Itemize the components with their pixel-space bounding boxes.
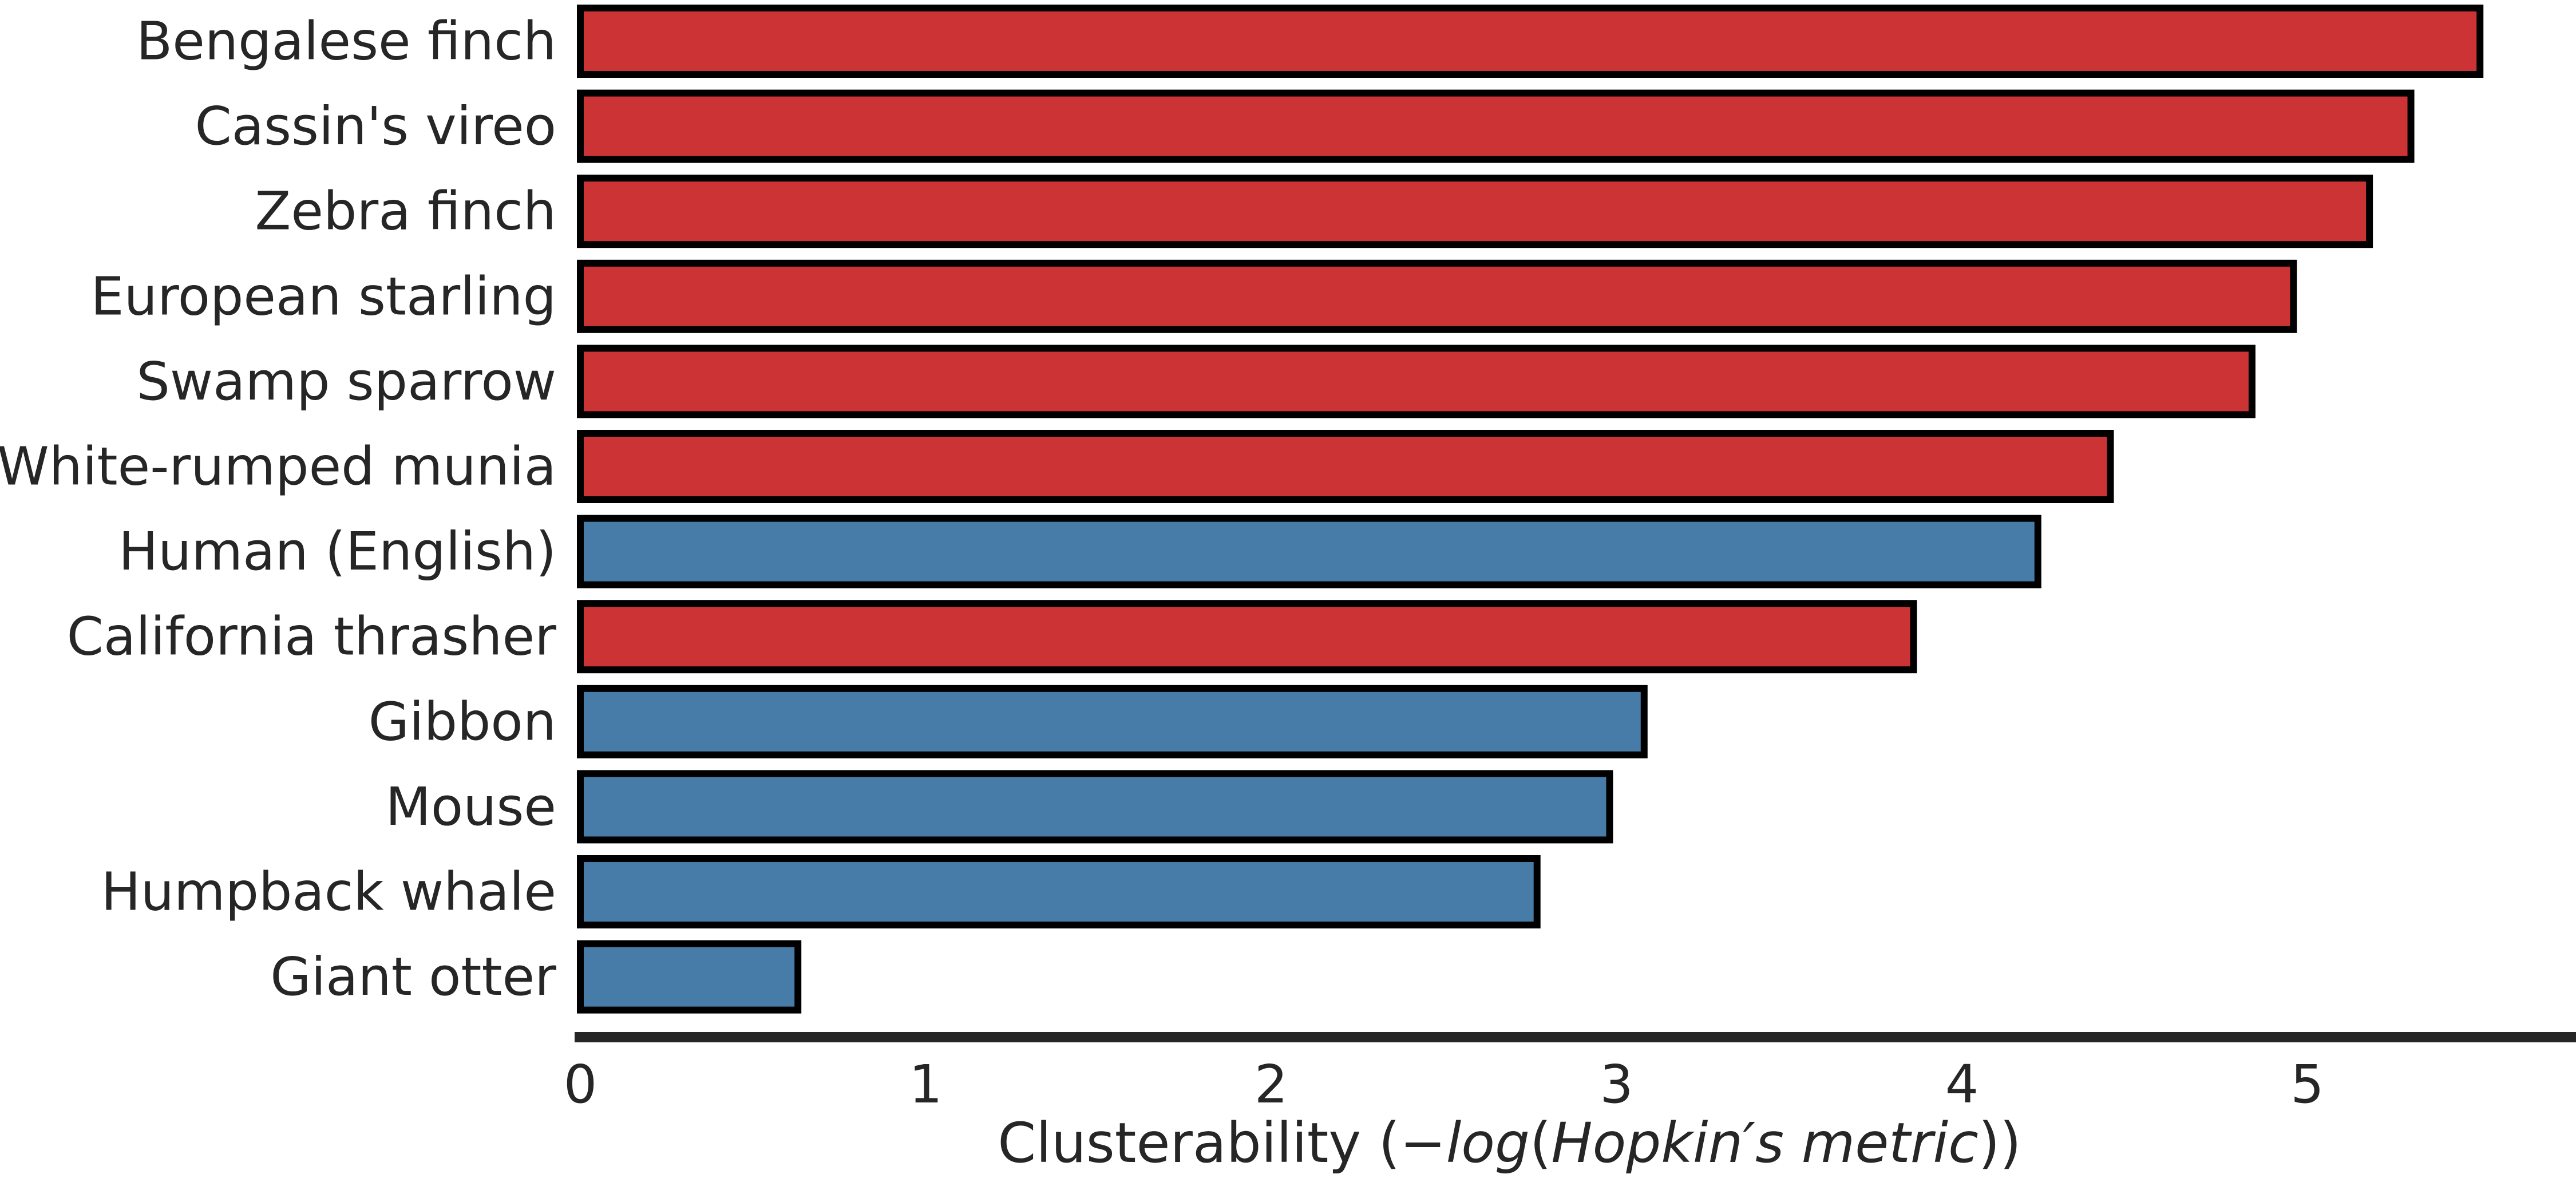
bar-mouse — [577, 770, 1613, 844]
x-tick-label: 0 — [564, 1054, 597, 1115]
bar-white-rumped-munia — [577, 430, 2114, 503]
category-label: Mouse — [385, 776, 556, 837]
category-label: Zebra finch — [255, 181, 556, 242]
category-label: Giant otter — [270, 946, 556, 1007]
category-labels-group: Bengalese finch Cassin's vireo Zebra finch… — [0, 11, 556, 1008]
category-label: California thrasher — [67, 606, 557, 667]
category-label: Cassin's vireo — [195, 96, 556, 157]
category-label: Gibbon — [369, 691, 556, 752]
category-label: European starling — [91, 266, 557, 327]
bar-zebra-finch — [577, 175, 2373, 248]
category-label: Bengalese finch — [136, 11, 556, 72]
x-tick-label: 3 — [1600, 1054, 1633, 1115]
category-label: Human (English) — [118, 521, 556, 582]
x-tick-label: 5 — [2290, 1054, 2324, 1115]
category-label: Humpback whale — [101, 861, 556, 923]
bar-swamp-sparrow — [577, 345, 2256, 418]
bar-gibbon — [577, 685, 1648, 758]
x-tick-label: 2 — [1255, 1054, 1288, 1115]
category-label: White-rumped munia — [0, 436, 556, 497]
x-axis-title-part: Clusterability (− — [998, 1111, 1446, 1175]
bar-humpback-whale — [577, 855, 1541, 928]
bar-bengalese-finch — [577, 5, 2484, 78]
category-label: Swamp sparrow — [136, 351, 556, 412]
bar-european-starling — [577, 259, 2297, 333]
bar-cassin-s-vireo — [577, 89, 2415, 163]
x-tick-labels-group: 0 1 2 3 4 5 — [564, 1054, 2324, 1115]
x-axis-title-part: Hopkin′s metric — [1551, 1111, 1978, 1175]
x-axis-title: Clusterability (−log(Hopkin′s metric)) — [998, 1111, 2021, 1175]
x-axis-title-part: )) — [1979, 1111, 2021, 1175]
x-axis-title-part: ( — [1530, 1111, 1551, 1175]
x-tick-label: 4 — [1945, 1054, 1979, 1115]
bar-human-english — [577, 515, 2041, 588]
bars-group — [577, 5, 2484, 1014]
bar-giant-otter — [577, 940, 802, 1014]
x-axis-title-part: log — [1446, 1111, 1530, 1175]
x-tick-label: 1 — [909, 1054, 943, 1115]
bar-california-thrasher — [577, 600, 1917, 674]
